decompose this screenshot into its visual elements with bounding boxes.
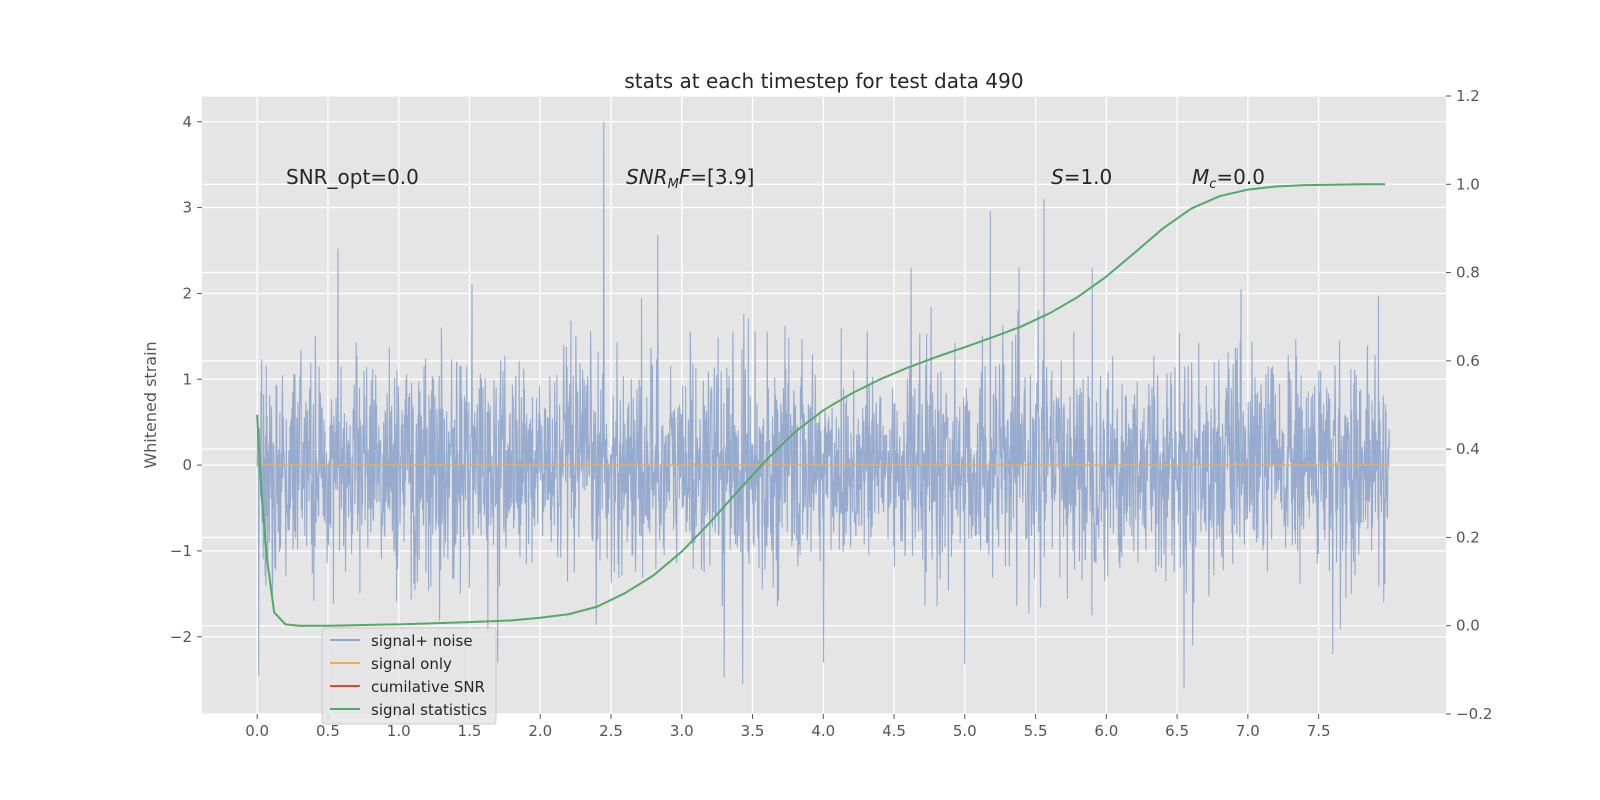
chart-title: stats at each timestep for test data 490 (624, 69, 1023, 93)
annotation-s: S=1.0 (1051, 165, 1112, 189)
y2-tick-label: 0.4 (1456, 440, 1480, 458)
tick-labels: 0.0 0.5 1.0 1.5 2.0 2.5 3.0 3.5 4.0 4.5 5.0 5.5 6.0 6… (170, 87, 1493, 740)
x-tick-label: 7.0 (1236, 722, 1260, 740)
x-tick-label: 5.0 (953, 722, 977, 740)
signal-statistics-layer (256, 183, 1386, 627)
x-tick-label: 2.0 (528, 722, 552, 740)
y-tick-label: 1 (182, 370, 192, 388)
y2-tick-label: 1.2 (1456, 87, 1480, 105)
y2-tick-label: 1.0 (1456, 175, 1480, 193)
annotation-snr-mf: SNRMF=[3.9] (626, 165, 754, 192)
x-tick-label: 3.5 (741, 722, 765, 740)
y2-tick-label: 0.2 (1456, 528, 1480, 546)
legend-label-signal-statistics: signal statistics (371, 701, 487, 719)
series-line-signal-statistics (256, 183, 1386, 627)
x-tick-label: 0.0 (245, 722, 269, 740)
y-tick-label: 4 (182, 113, 192, 131)
series-line-signal-noise (256, 121, 1390, 689)
annotation-mc: Mc=0.0 (1192, 165, 1265, 192)
legend-label-signal-noise: signal+ noise (371, 632, 473, 650)
x-tick-label: 6.0 (1094, 722, 1118, 740)
x-tick-label: 1.5 (458, 722, 482, 740)
x-tick-label: 0.5 (316, 722, 340, 740)
y2-tick-label: −0.2 (1456, 705, 1492, 723)
y-tick-label: 0 (182, 456, 192, 474)
x-tick-label: 5.5 (1024, 722, 1048, 740)
y-tick-label: −1 (170, 542, 192, 560)
legend: signal+ noise signal only cumilative SNR… (321, 627, 497, 725)
x-tick-label: 4.0 (811, 722, 835, 740)
legend-label-cumilative-snr: cumilative SNR (371, 678, 485, 696)
annotation-snr-opt: SNR_opt=0.0 (286, 165, 419, 189)
y-tick-label: 3 (182, 199, 192, 217)
y-axis-label: Whitened strain (141, 341, 160, 468)
y-tick-label: 2 (182, 284, 192, 302)
x-tick-label: 4.5 (882, 722, 906, 740)
legend-label-signal-only: signal only (371, 655, 452, 673)
y2-tick-label: 0.8 (1456, 264, 1480, 282)
noise-series-layer (256, 121, 1390, 689)
y2-tick-label: 0.6 (1456, 352, 1480, 370)
y-tick-label: −2 (170, 628, 192, 646)
x-tick-label: 7.5 (1307, 722, 1331, 740)
x-tick-label: 2.5 (599, 722, 623, 740)
x-tick-label: 1.0 (387, 722, 411, 740)
y2-tick-label: 0.0 (1456, 617, 1480, 635)
x-tick-label: 3.0 (670, 722, 694, 740)
x-tick-label: 6.5 (1165, 722, 1189, 740)
legend-box (321, 627, 497, 725)
